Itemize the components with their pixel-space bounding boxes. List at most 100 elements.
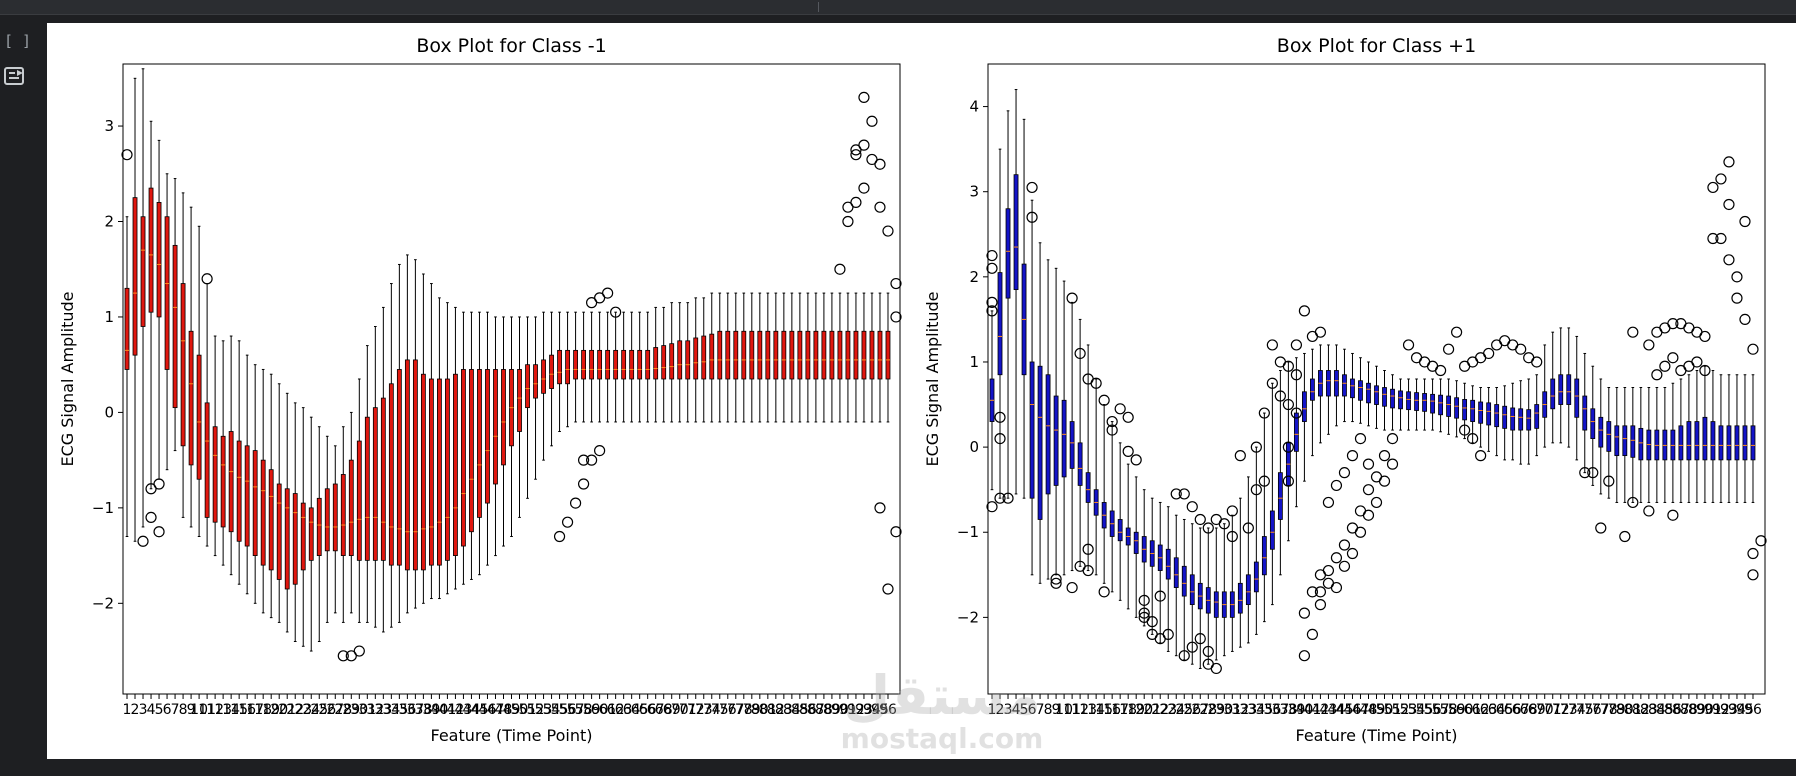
box xyxy=(340,474,346,556)
box xyxy=(1534,404,1540,429)
outlier-point xyxy=(1002,492,1014,504)
outlier-point xyxy=(1378,450,1391,462)
box xyxy=(525,364,530,409)
x-tick-label: 5 xyxy=(1020,702,1029,718)
outlier-point xyxy=(1178,488,1190,500)
box xyxy=(805,330,811,380)
outlier-point xyxy=(1306,628,1319,641)
x-tick-label: 49 xyxy=(1368,702,1386,718)
x-tick-label: 23 xyxy=(294,702,312,718)
x-tick-label: 13 xyxy=(214,702,232,718)
outlier-point xyxy=(1723,198,1735,211)
box xyxy=(837,330,843,380)
box xyxy=(1718,425,1724,461)
outlier-point xyxy=(1579,467,1591,479)
box xyxy=(1374,385,1379,405)
x-tick-label: 11 xyxy=(1063,702,1081,718)
y-tick-label: −2 xyxy=(92,594,114,612)
outlier-point xyxy=(1298,607,1311,619)
outlier-point xyxy=(1250,441,1262,453)
box xyxy=(781,330,787,380)
outlier-point xyxy=(986,501,998,513)
box xyxy=(1518,408,1524,431)
x-tick-label: 6 xyxy=(163,702,172,718)
outlier-point xyxy=(1106,415,1118,428)
y-tick-label: 1 xyxy=(969,353,979,371)
box xyxy=(701,335,707,380)
x-tick-label: 69 xyxy=(1528,702,1546,718)
x-tick-label: 57 xyxy=(567,702,585,718)
box xyxy=(461,369,466,547)
x-tick-label: 51 xyxy=(1384,702,1402,718)
output-toggle-icon[interactable] xyxy=(2,64,30,90)
x-tick-label: 9 xyxy=(187,702,196,718)
x-axis-label: Feature (Time Point) xyxy=(1296,726,1458,745)
x-tick-label: 78 xyxy=(735,702,753,718)
outlier-point xyxy=(890,311,902,323)
x-tick-label: 71 xyxy=(679,702,697,718)
outlier-point xyxy=(1691,356,1703,368)
outlier-point xyxy=(986,262,998,274)
x-tick-label: 87 xyxy=(1672,702,1690,718)
outlier-point xyxy=(1330,581,1343,594)
outlier-point xyxy=(1282,360,1294,372)
box xyxy=(324,488,330,552)
box xyxy=(1526,409,1532,431)
x-tick-label: 92 xyxy=(1712,702,1730,718)
outlier-point xyxy=(1202,645,1214,658)
x-tick-label: 24 xyxy=(1167,702,1185,718)
outlier-point xyxy=(1330,552,1343,564)
outlier-point xyxy=(858,91,870,104)
outlier-point xyxy=(1731,271,1743,283)
box xyxy=(1390,388,1395,409)
box xyxy=(244,445,250,547)
x-tick-label: 19 xyxy=(1127,702,1145,718)
box xyxy=(485,369,490,504)
outlier-point xyxy=(153,526,165,538)
box xyxy=(1486,402,1492,426)
box xyxy=(180,283,186,447)
x-tick-label: 46 xyxy=(479,702,497,718)
outlier-point xyxy=(1026,181,1038,194)
box xyxy=(645,349,651,380)
outlier-point xyxy=(577,454,590,466)
outlier-point xyxy=(1723,156,1735,168)
outlier-point xyxy=(1082,543,1094,555)
outlier-point xyxy=(1667,318,1679,330)
outlier-point xyxy=(1282,441,1294,453)
x-tick-label: 29 xyxy=(342,702,360,718)
x-tick-label: 26 xyxy=(1183,702,1201,718)
box xyxy=(1173,557,1179,588)
x-tick-label: 82 xyxy=(767,702,785,718)
outlier-point xyxy=(1314,586,1327,598)
x-axis-label: Feature (Time Point) xyxy=(431,726,593,745)
x-tick-label: 4 xyxy=(1012,702,1021,718)
x-tick-label: 87 xyxy=(807,702,825,718)
cell-execution-count: [ ] xyxy=(4,32,32,50)
x-tick-label: 31 xyxy=(1223,702,1241,718)
box xyxy=(1678,425,1684,461)
outlier-point xyxy=(1082,564,1094,577)
outlier-point xyxy=(882,583,894,595)
box xyxy=(1342,374,1347,397)
x-tick-label: 8 xyxy=(1044,702,1053,718)
chart-title: Box Plot for Class -1 xyxy=(416,35,606,57)
x-tick-label: 67 xyxy=(1512,702,1530,718)
y-tick-label: 1 xyxy=(104,308,114,326)
outlier-point xyxy=(153,478,165,490)
x-tick-label: 65 xyxy=(631,702,649,718)
box xyxy=(885,330,891,380)
x-tick-label: 1 xyxy=(988,702,997,718)
x-tick-label: 12 xyxy=(1071,702,1089,718)
x-tick-label: 23 xyxy=(1159,702,1177,718)
outlier-point xyxy=(1090,377,1102,389)
x-tick-label: 65 xyxy=(1496,702,1514,718)
box xyxy=(268,469,274,571)
x-tick-label: 93 xyxy=(855,702,873,718)
outlier-point xyxy=(1186,641,1198,653)
outlier-point xyxy=(1170,488,1182,500)
outlier-point xyxy=(1643,505,1655,517)
box xyxy=(124,287,130,370)
